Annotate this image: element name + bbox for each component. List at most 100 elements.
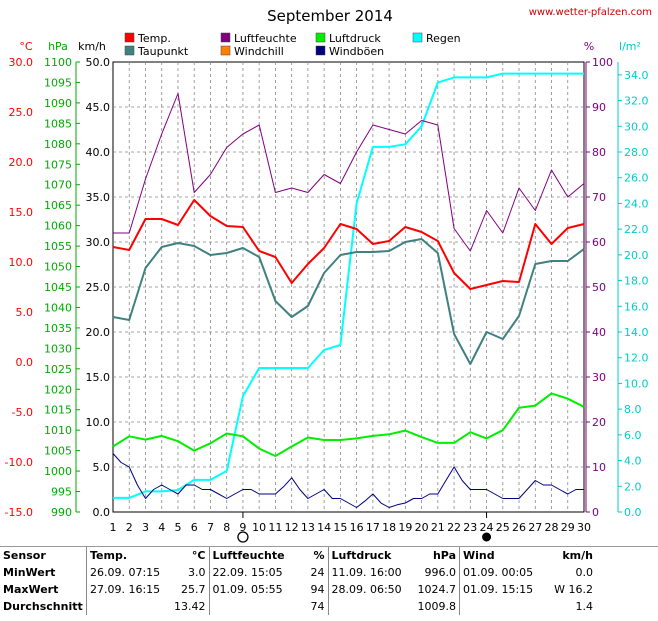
source-link[interactable]: www.wetter-pfalzen.com (529, 7, 652, 18)
x-tick-label: 28 (545, 521, 559, 534)
y-tick-label-pressure: 990 (51, 506, 72, 519)
x-tick-label: 15 (333, 521, 347, 534)
y-tick-label-pressure: 1005 (44, 445, 72, 458)
y-tick-label-humidity: 0 (592, 506, 599, 519)
y-tick-label-pressure: 1045 (44, 281, 72, 294)
legend-swatch (124, 45, 135, 56)
y-tick-label-pressure: 1020 (44, 383, 72, 396)
y-tick-label-humidity: 20 (592, 416, 606, 429)
y-tick-label-rain: 14.0 (624, 326, 649, 339)
y-tick-label-rain: 10.0 (624, 377, 649, 390)
y-tick-label-rain: 4.0 (624, 455, 642, 468)
y-tick-label-pressure: 1050 (44, 261, 72, 274)
x-tick-label: 22 (447, 521, 461, 534)
x-axis: 1 2 3 4 5 6 7 8 9 10 11 12 13 14 15 16 17 18 19 20 21 22 23 24 2… (110, 521, 592, 534)
stats-header-humidity-unit: % (313, 549, 325, 562)
y-tick-label-pressure: 1060 (44, 220, 72, 233)
y-tick-label-pressure: 1075 (44, 158, 72, 171)
stats-header-humidity: Luftfeuchte (208, 547, 296, 564)
x-tick-label: 30 (577, 521, 591, 534)
y-tick-label-wind: 35.0 (86, 191, 111, 204)
x-tick-label: 23 (463, 521, 477, 534)
y-tick-label-pressure: 1015 (44, 404, 72, 417)
legend-swatch (315, 32, 326, 43)
stats-temp-value: 3.0 (188, 566, 206, 579)
x-tick-label: 14 (317, 521, 331, 534)
series-line-taupunkt (112, 238, 585, 365)
y-tick-label-wind: 30.0 (86, 236, 111, 249)
stats-row-max: MaxWert 27.09. 16:15 25.7 01.09. 05:55 9… (0, 581, 596, 598)
y-tick-label-pressure: 1080 (44, 138, 72, 151)
stats-header-temp: Temp. (86, 547, 171, 564)
y-tick-label-rain: 12.0 (624, 352, 649, 365)
y-tick-label-humidity: 50 (592, 281, 606, 294)
y-tick-label-rain: 8.0 (624, 403, 642, 416)
y-tick-label-pressure: 1040 (44, 301, 72, 314)
y-tick-label-humidity: 10 (592, 461, 606, 474)
stats-row-average: Durchschnitt 13.42 74 1009.8 1.4 (0, 598, 596, 615)
legend-label: Regen (426, 32, 461, 45)
axis-title-rain: l/m² (619, 40, 641, 53)
stats-header-pressure: Luftdruck (327, 547, 415, 564)
y-tick-label-wind: 0.0 (93, 506, 111, 519)
series-line-windben (112, 453, 584, 508)
chart-series (112, 72, 585, 508)
axis-title-wind: km/h (78, 40, 106, 53)
legend-swatch (220, 45, 231, 56)
y-tick-label-rain: 24.0 (624, 197, 649, 210)
y-tick-label-wind: 10.0 (86, 416, 111, 429)
x-tick-label: 17 (366, 521, 380, 534)
stats-header-row: Sensor Temp. °C Luftfeuchte % Luftdruck … (0, 547, 596, 564)
y-tick-label-wind: 5.0 (93, 461, 111, 474)
legend-label: Windböen (329, 45, 384, 58)
legend-label: Taupunkt (137, 45, 189, 58)
stats-humidity-time (208, 598, 296, 615)
legend-swatch (315, 45, 326, 56)
stats-row-min: MinWert 26.09. 07:15 3.0 22.09. 15:05 24… (0, 564, 596, 581)
stats-wind-time: 01.09. 00:05 (459, 564, 546, 581)
stats-humidity-time: 01.09. 05:55 (208, 581, 296, 598)
x-tick-label: 20 (415, 521, 429, 534)
x-tick-label: 12 (285, 521, 299, 534)
y-tick-label-temp: 10.0 (9, 256, 34, 269)
y-tick-label-pressure: 995 (51, 486, 72, 499)
y-tick-label-wind: 40.0 (86, 146, 111, 159)
y-tick-label-rain: 18.0 (624, 275, 649, 288)
stats-pressure-value: 1009.8 (417, 600, 457, 613)
axis-title-humidity: % (584, 40, 594, 53)
y-tick-label-rain: 22.0 (624, 223, 649, 236)
stats-pressure-time (327, 598, 415, 615)
y-tick-label-temp: 25.0 (9, 106, 34, 119)
y-tick-label-pressure: 1055 (44, 240, 72, 253)
y-tick-label-wind: 15.0 (86, 371, 111, 384)
y-tick-label-wind: 20.0 (86, 326, 111, 339)
stats-temp-time: 27.09. 16:15 (86, 581, 171, 598)
stats-temp-value: 25.7 (181, 583, 206, 596)
y-tick-label-temp: 5.0 (16, 306, 34, 319)
axis-title-temp: °C (19, 40, 33, 53)
y-tick-label-pressure: 1030 (44, 342, 72, 355)
y-tick-label-humidity: 70 (592, 191, 606, 204)
y-tick-label-pressure: 1095 (44, 76, 72, 89)
moon-markers (237, 512, 492, 543)
x-tick-label: 8 (223, 521, 230, 534)
series-line-luftdruck (112, 392, 585, 457)
stats-row-label: MinWert (3, 566, 56, 579)
y-tick-label-pressure: 1090 (44, 97, 72, 110)
stats-header-wind: Wind (459, 547, 546, 564)
x-tick-label: 1 (110, 521, 117, 534)
y-tick-label-humidity: 30 (592, 371, 606, 384)
statistics-table: Sensor Temp. °C Luftfeuchte % Luftdruck … (0, 546, 658, 621)
y-tick-label-wind: 25.0 (86, 281, 111, 294)
y-tick-label-rain: 34.0 (624, 69, 649, 82)
chart-legend: Temp. Luftfeuchte Luftdruck Regen Taupunkt Wi… (124, 32, 461, 58)
legend-swatch (124, 32, 135, 43)
stats-header-pressure-unit: hPa (432, 549, 456, 562)
y-tick-label-pressure: 1010 (44, 424, 72, 437)
stats-pressure-value: 1024.7 (417, 583, 457, 596)
y-tick-label-rain: 2.0 (624, 480, 642, 493)
x-tick-label: 3 (142, 521, 149, 534)
y-tick-label-pressure: 1035 (44, 322, 72, 335)
x-tick-label: 19 (398, 521, 412, 534)
y-tick-label-rain: 20.0 (624, 249, 649, 262)
